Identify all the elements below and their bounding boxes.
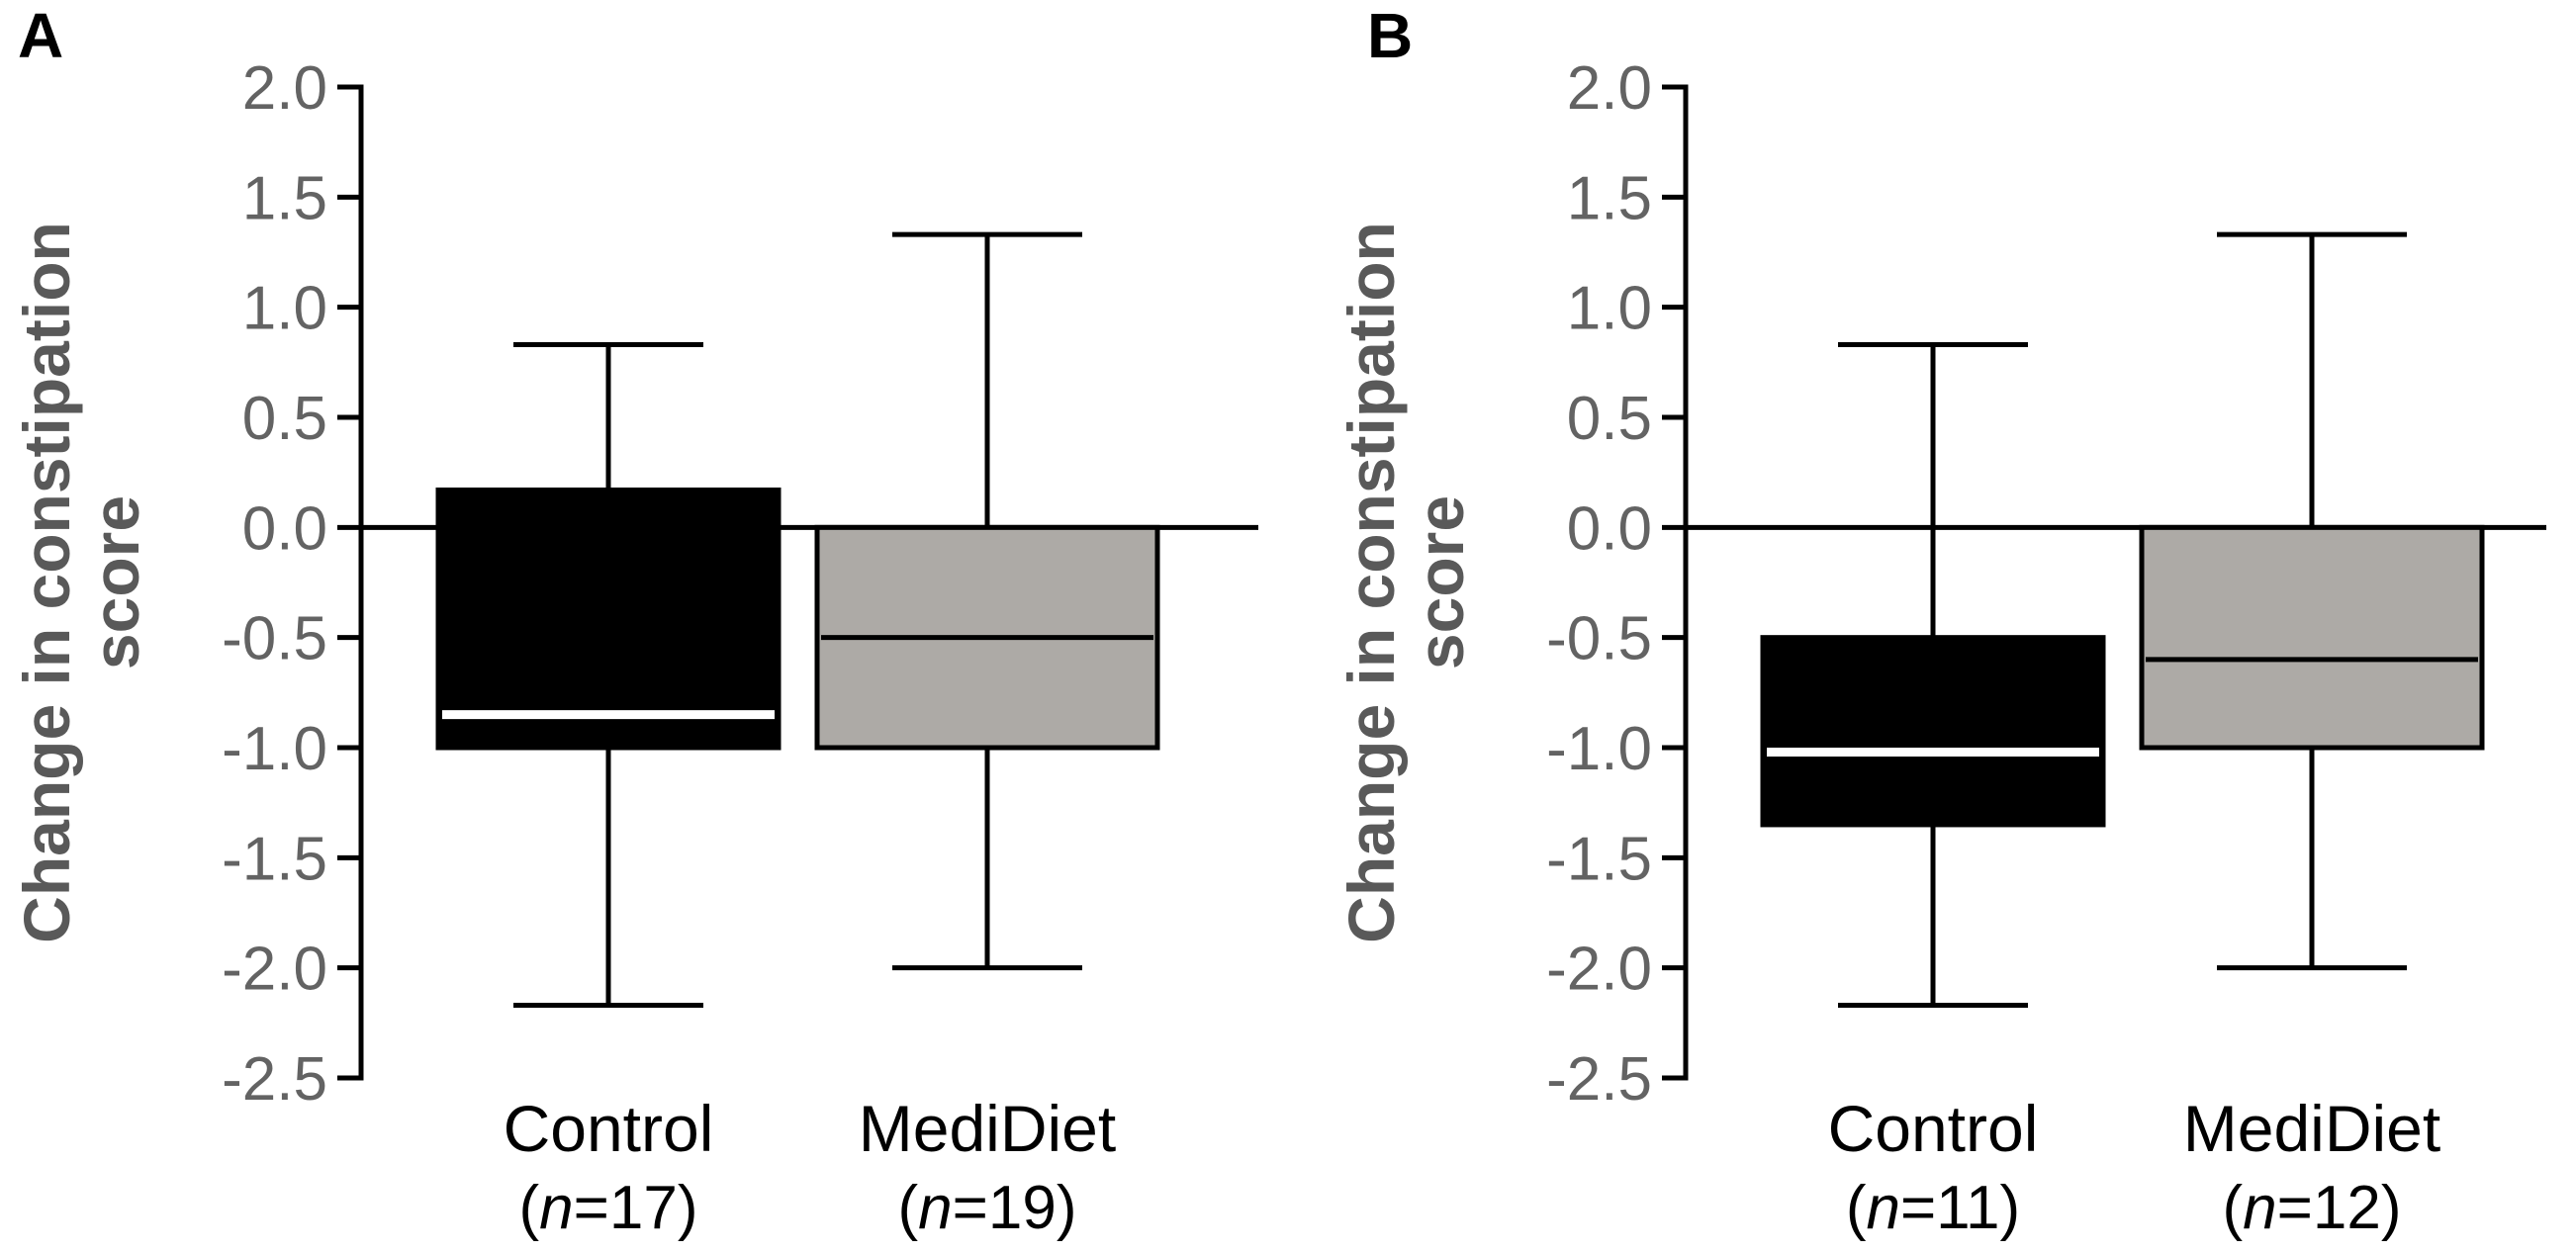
sample-size-label: (n=17)	[519, 1174, 698, 1242]
box-group-medidiet	[814, 231, 1160, 971]
y-tick-label: 0.0	[1567, 494, 1652, 563]
y-axis-title-line1: Change in constipation	[1334, 222, 1408, 943]
y-axis-title-line1: Change in constipation	[10, 222, 83, 943]
panel-letter: A	[18, 0, 63, 71]
iqr-box	[2139, 524, 2485, 751]
box-group-medidiet	[2139, 231, 2485, 971]
y-tick-label: 0.5	[242, 385, 327, 453]
y-tick-label: 1.5	[1567, 164, 1652, 232]
iqr-box	[435, 487, 782, 751]
y-tick-label: -2.0	[222, 936, 327, 1004]
iqr-box	[1760, 635, 2106, 828]
y-tick-label: 1.5	[242, 164, 327, 232]
category-label: Control	[504, 1092, 714, 1165]
sample-size-label: (n=12)	[2223, 1174, 2402, 1242]
category-label: MediDiet	[859, 1092, 1116, 1165]
y-tick-label: -2.5	[222, 1045, 327, 1114]
y-tick-label: -1.5	[222, 825, 327, 893]
y-tick-label: -1.0	[222, 715, 327, 783]
y-tick-label: -2.5	[1546, 1045, 1652, 1114]
y-tick-label: -1.0	[1546, 715, 1652, 783]
sample-size-label: (n=11)	[1846, 1174, 2020, 1242]
y-tick-label: -2.0	[1546, 936, 1652, 1004]
y-tick-label: -0.5	[222, 605, 327, 673]
sample-size-label: (n=19)	[898, 1174, 1077, 1242]
box-group-control	[1760, 342, 2106, 1009]
y-tick-label: 2.0	[1567, 54, 1652, 123]
box-group-control	[435, 342, 782, 1009]
y-tick-label: 1.0	[242, 275, 327, 343]
category-label: MediDiet	[2183, 1092, 2440, 1165]
y-tick-label: 0.5	[1567, 385, 1652, 453]
y-tick-label: -0.5	[1546, 605, 1652, 673]
category-label: Control	[1828, 1092, 2039, 1165]
y-axis-title-line2: score	[79, 495, 152, 670]
y-tick-label: 2.0	[242, 54, 327, 123]
y-tick-label: 1.0	[1567, 275, 1652, 343]
y-tick-label: -1.5	[1546, 825, 1652, 893]
panel-letter: B	[1367, 0, 1413, 71]
y-axis-title-line2: score	[1404, 495, 1477, 670]
y-tick-label: 0.0	[242, 494, 327, 563]
